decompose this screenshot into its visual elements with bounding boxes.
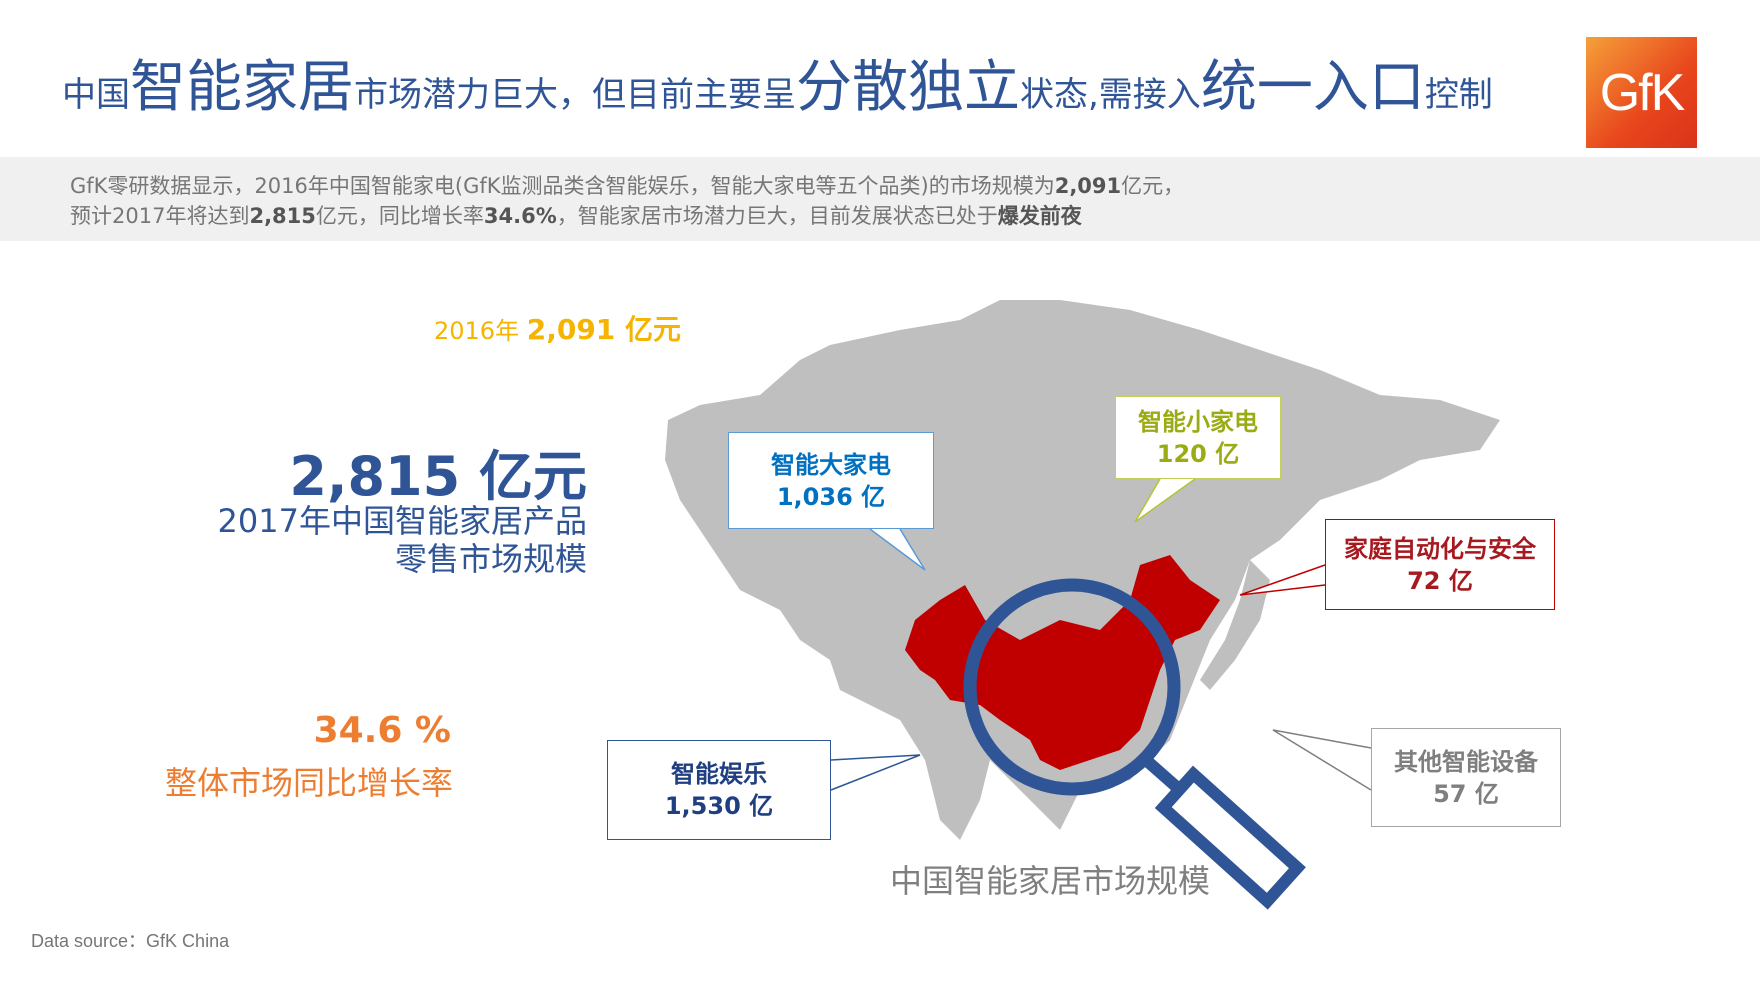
callout-other-devices: 其他智能设备 57 亿	[1371, 728, 1561, 827]
summary-line-2: 预计2017年将达到2,815亿元，同比增长率34.6%，智能家居市场潜力巨大，…	[70, 204, 1082, 228]
page-title: 中国智能家居市场潜力巨大，但目前主要呈分散独立状态,需接入统一入口控制	[62, 58, 1493, 125]
title-part: 统一入口	[1200, 55, 1425, 120]
callout-large-appliances: 智能大家电 1,036 亿	[728, 432, 934, 529]
summary-band	[0, 157, 1760, 241]
callout-pointer	[869, 528, 926, 571]
callout-pointer	[1272, 729, 1372, 791]
summary-line-1: GfK零研数据显示，2016年中国智能家电(GfK监测品类含智能娱乐，智能大家电…	[70, 174, 1185, 198]
stat-2017-value: 2,815 亿元	[289, 445, 587, 508]
callout-pointer	[1134, 478, 1196, 523]
data-source: Data source：GfK China	[31, 931, 230, 951]
title-part: 分散独立	[796, 55, 1020, 120]
title-part: 智能家居	[130, 55, 354, 120]
title-part: 中国	[62, 75, 130, 115]
growth-label: 整体市场同比增长率	[164, 764, 453, 802]
title-part: 市场潜力巨大，但目前主要呈	[354, 75, 796, 115]
callout-small-appliances: 智能小家电 120 亿	[1115, 396, 1281, 479]
magnifier-lens	[963, 578, 1181, 796]
map-caption: 中国智能家居市场规模	[889, 862, 1210, 900]
callout-pointer	[1239, 564, 1326, 596]
gfk-logo: GfK	[1586, 37, 1697, 148]
growth-value: 34.6 %	[313, 710, 451, 751]
magnifier-handle	[1154, 765, 1306, 910]
stat-2017-label: 零售市场规模	[394, 540, 587, 578]
title-part: 控制	[1424, 75, 1493, 115]
stat-2016: 2016年 2,091 亿元	[434, 313, 682, 346]
callout-home-automation: 家庭自动化与安全 72 亿	[1325, 519, 1555, 610]
callout-entertainment: 智能娱乐 1,530 亿	[607, 740, 831, 840]
stat-2017-label: 2017年中国智能家居产品	[217, 502, 587, 540]
magnifier-neck	[1142, 755, 1184, 795]
callout-pointer	[830, 754, 921, 791]
title-part: 状态,需接入	[1020, 75, 1201, 115]
